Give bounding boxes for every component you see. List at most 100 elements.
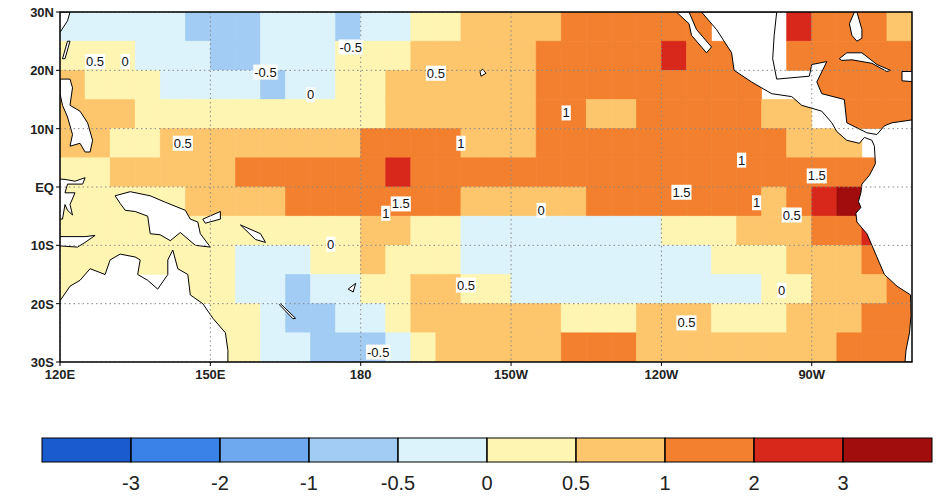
anomaly-cell [311,41,336,70]
anomaly-cell [686,275,711,304]
anomaly-cell [436,12,461,41]
anomaly-cell [311,12,336,41]
anomaly-cell [386,304,411,333]
land [348,283,356,292]
anomaly-cell [286,129,311,158]
colorbar-tick-label: -0.5 [381,472,415,494]
anomaly-cell [436,245,461,274]
anomaly-cell [862,70,887,99]
contour-label: 0.5 [783,208,801,223]
anomaly-cell [636,100,661,129]
anomaly-cell [611,275,636,304]
anomaly-cell [361,41,386,70]
colorbar-tick-label: 1 [659,472,670,494]
colorbar-box [576,438,665,462]
anomaly-cell [511,70,536,99]
colorbar-tick [754,438,755,462]
colorbar-box [42,438,131,462]
anomaly-cell [336,70,361,99]
anomaly-cell [712,275,737,304]
anomaly-cell [260,100,285,129]
anomaly-cell [837,304,862,333]
x-tick-label: 150W [494,367,529,382]
anomaly-cell [611,245,636,274]
anomaly-cell [636,129,661,158]
anomaly-cell [210,70,235,99]
anomaly-cell [611,304,636,333]
anomaly-cell [661,275,686,304]
contour-label-background [737,153,746,168]
contour-label-background [782,208,802,223]
anomaly-cell [486,187,511,216]
anomaly-cell [110,70,135,99]
anomaly-cell [511,187,536,216]
anomaly-cell [135,129,160,158]
y-tick-label: 20S [31,297,54,312]
contour-label: 1 [563,105,570,120]
anomaly-cell [311,100,336,129]
land [60,12,70,35]
anomaly-cell [661,216,686,245]
anomaly-cell [561,333,586,362]
anomaly-cell [60,41,85,70]
anomaly-cell [812,129,837,158]
anomaly-cell [787,304,812,333]
x-tick-label: 120W [644,367,679,382]
anomaly-cell [586,129,611,158]
anomaly-cell [561,245,586,274]
anomaly-cell [386,129,411,158]
colorbar-box [843,438,932,462]
anomaly-cell [185,245,210,274]
land [849,12,862,41]
anomaly-cell [386,158,411,187]
anomaly-cell [286,245,311,274]
y-tick [56,245,60,246]
anomaly-cell [586,12,611,41]
anomaly-cell [686,100,711,129]
anomaly-cell [636,333,661,362]
anomaly-cell [712,100,737,129]
land [60,250,228,362]
anomaly-cell [762,100,787,129]
contour-label: 1 [738,153,745,168]
colorbar-box [131,438,220,462]
anomaly-cell [436,304,461,333]
anomaly-cell [311,129,336,158]
anomaly-cell [461,304,486,333]
anomaly-cell [286,216,311,245]
contour-label-background [85,54,105,69]
anomaly-cell [110,158,135,187]
anomaly-cell [536,12,561,41]
anomaly-cell [461,187,486,216]
contour-label: 0 [538,203,545,218]
anomaly-cell [461,333,486,362]
y-tick-label: 30N [30,5,54,20]
anomaly-cell [511,333,536,362]
grid-line [360,12,361,362]
anomaly-cell [862,275,887,304]
land [280,304,296,319]
y-tick [56,362,60,363]
y-tick-label: 20N [30,63,54,78]
anomaly-cell [411,12,436,41]
anomaly-cell [536,245,561,274]
anomaly-cell [110,12,135,41]
anomaly-cell [812,12,837,41]
anomaly-cell [586,216,611,245]
anomaly-cell [611,187,636,216]
anomaly-cell [235,100,260,129]
anomaly-cell [862,333,887,362]
land [203,212,221,224]
anomaly-cell [561,216,586,245]
anomaly-cell [336,245,361,274]
anomaly-cell [210,158,235,187]
anomaly-cell [60,245,85,274]
anomaly-cell [837,12,862,41]
anomaly-cell [85,12,110,41]
anomaly-cell [686,216,711,245]
anomaly-cell [862,304,887,333]
anomaly-cell [311,333,336,362]
contour-label-background [326,237,335,252]
contour-label: 0.5 [677,315,695,330]
colorbar-box [220,438,309,462]
